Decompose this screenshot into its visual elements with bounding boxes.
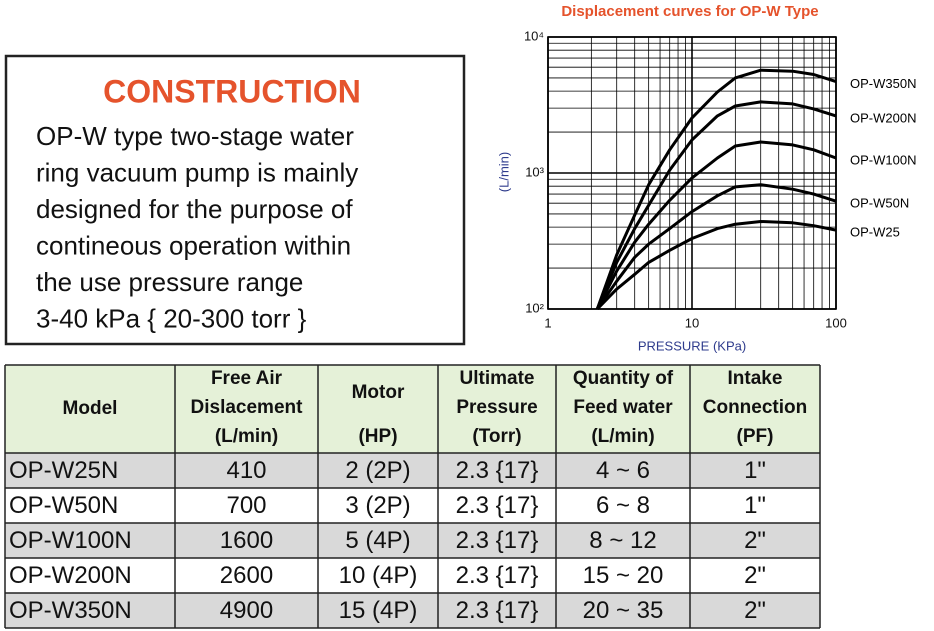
table-cell: 5 (4P) xyxy=(345,527,410,554)
table-header-bg xyxy=(5,365,820,453)
table-cell: OP-W350N xyxy=(9,597,132,624)
table-cell: 2.3 {17} xyxy=(456,597,539,624)
table-header-cell: Free Air xyxy=(211,368,283,389)
table-row-bg xyxy=(5,558,820,593)
table-header-cell: Feed water xyxy=(573,397,673,418)
x-axis-label: PRESSURE (KPa) xyxy=(638,338,746,353)
table-header-cell: Model xyxy=(63,398,118,419)
table-header-cell: (Torr) xyxy=(472,426,521,447)
construction-line: contineous operation within xyxy=(36,230,351,260)
table-cell: OP-W50N xyxy=(9,492,118,519)
table-cell: OP-W25N xyxy=(9,457,118,484)
table-cell: 2.3 {17} xyxy=(456,492,539,519)
x-tick-label: 100 xyxy=(825,315,847,330)
construction-line: ring vacuum pump is mainly xyxy=(36,157,358,187)
construction-title: CONSTRUCTION xyxy=(103,73,361,109)
table-cell: 2" xyxy=(744,562,766,589)
table-cell: 2600 xyxy=(220,562,273,589)
table-header-cell: Intake xyxy=(728,368,783,389)
table-cell: 2.3 {17} xyxy=(456,527,539,554)
curve xyxy=(595,140,837,310)
x-tick-label: 10 xyxy=(685,315,699,330)
table-header-cell: Ultimate xyxy=(460,368,535,389)
table-header-cell: (L/min) xyxy=(591,426,654,447)
table-row-bg xyxy=(5,523,820,558)
curve xyxy=(596,220,837,311)
series-label: OP-W25 xyxy=(850,225,900,240)
chart-title: Displacement curves for OP-W Type xyxy=(561,3,818,20)
table-cell: 6 ~ 8 xyxy=(596,492,650,519)
table-cell: 20 ~ 35 xyxy=(583,597,664,624)
x-tick-label: 1 xyxy=(544,315,551,330)
table-cell: 15 ~ 20 xyxy=(583,562,664,589)
table-header-cell: (PF) xyxy=(737,426,774,447)
table-cell: OP-W100N xyxy=(9,527,132,554)
table-cell: 4 ~ 6 xyxy=(596,457,650,484)
series-label: OP-W200N xyxy=(850,110,916,125)
table-cell: 2.3 {17} xyxy=(456,457,539,484)
construction-line: the use pressure range xyxy=(36,267,303,297)
table-header-cell: Motor xyxy=(352,382,405,403)
construction-box xyxy=(4,54,466,346)
plot-frame xyxy=(547,36,837,310)
y-tick-label: 10³ xyxy=(525,164,544,179)
construction-line: 3-40 kPa { 20-300 torr } xyxy=(36,303,307,333)
table-header-cell: (L/min) xyxy=(215,426,278,447)
table-cell: 1" xyxy=(744,457,766,484)
table-header-cell: (HP) xyxy=(358,426,397,447)
table-cell: 410 xyxy=(226,457,266,484)
series-label: OP-W350N xyxy=(850,76,916,91)
table-cell: 2 (2P) xyxy=(345,457,410,484)
construction-line: OP-W type two-stage water xyxy=(36,121,354,151)
table-cell: 3 (2P) xyxy=(345,492,410,519)
table-cell: 1" xyxy=(744,492,766,519)
table-cell: 1600 xyxy=(220,527,273,554)
table-header-cell: Quantity of xyxy=(573,368,674,389)
curve xyxy=(596,183,837,310)
table-cell: OP-W200N xyxy=(9,562,132,589)
table-cell: 2.3 {17} xyxy=(456,562,539,589)
table-cell: 2" xyxy=(744,527,766,554)
table-cell: 15 (4P) xyxy=(339,597,418,624)
table-cell: 700 xyxy=(226,492,266,519)
table-row-bg xyxy=(5,593,820,628)
table-cell: 8 ~ 12 xyxy=(589,527,656,554)
table-row-bg xyxy=(5,488,820,523)
series-label: OP-W100N xyxy=(850,152,916,167)
curve xyxy=(595,100,837,310)
construction-line: designed for the purpose of xyxy=(36,194,353,224)
table-cell: 2" xyxy=(744,597,766,624)
y-tick-label: 10² xyxy=(525,300,544,315)
series-label: OP-W50N xyxy=(850,196,909,211)
table-header-cell: Connection xyxy=(703,397,808,418)
table-cell: 4900 xyxy=(220,597,273,624)
table-header-cell: Pressure xyxy=(456,397,537,418)
table-row-bg xyxy=(5,453,820,488)
y-tick-label: 10⁴ xyxy=(524,28,544,43)
y-axis-label: (L/min) xyxy=(496,152,511,192)
curve xyxy=(595,68,837,310)
table-cell: 10 (4P) xyxy=(339,562,418,589)
table-header-cell: Dislacement xyxy=(191,397,304,418)
